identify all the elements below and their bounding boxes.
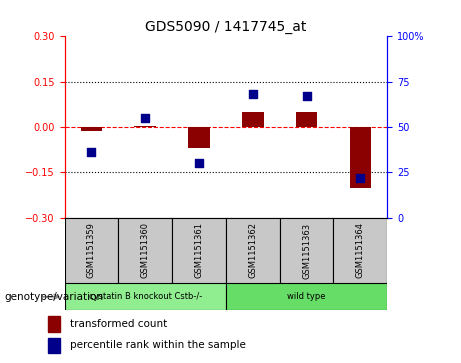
Bar — [118, 218, 172, 283]
Bar — [242, 112, 264, 127]
Text: GSM1151361: GSM1151361 — [195, 223, 203, 278]
Bar — [226, 283, 387, 310]
Point — [142, 115, 149, 121]
Point — [88, 150, 95, 155]
Bar — [333, 218, 387, 283]
Text: transformed count: transformed count — [70, 319, 167, 329]
Text: wild type: wild type — [287, 292, 326, 301]
Text: GSM1151360: GSM1151360 — [141, 223, 150, 278]
Point — [195, 160, 203, 166]
Text: genotype/variation: genotype/variation — [5, 292, 104, 302]
Bar — [65, 218, 118, 283]
Bar — [188, 127, 210, 148]
Bar — [349, 127, 371, 188]
Bar — [135, 126, 156, 127]
Text: GSM1151364: GSM1151364 — [356, 223, 365, 278]
Bar — [48, 317, 60, 332]
Title: GDS5090 / 1417745_at: GDS5090 / 1417745_at — [145, 20, 307, 34]
Point — [303, 93, 310, 99]
Bar — [65, 283, 226, 310]
Text: cystatin B knockout Cstb-/-: cystatin B knockout Cstb-/- — [89, 292, 202, 301]
Point — [249, 91, 256, 97]
Bar — [81, 127, 102, 131]
Bar — [48, 338, 60, 353]
Text: percentile rank within the sample: percentile rank within the sample — [70, 340, 246, 350]
Text: GSM1151362: GSM1151362 — [248, 223, 257, 278]
Point — [357, 175, 364, 181]
Text: GSM1151359: GSM1151359 — [87, 223, 96, 278]
Bar — [280, 218, 333, 283]
Text: GSM1151363: GSM1151363 — [302, 223, 311, 278]
Bar — [296, 112, 317, 127]
Bar — [226, 218, 280, 283]
Bar — [172, 218, 226, 283]
